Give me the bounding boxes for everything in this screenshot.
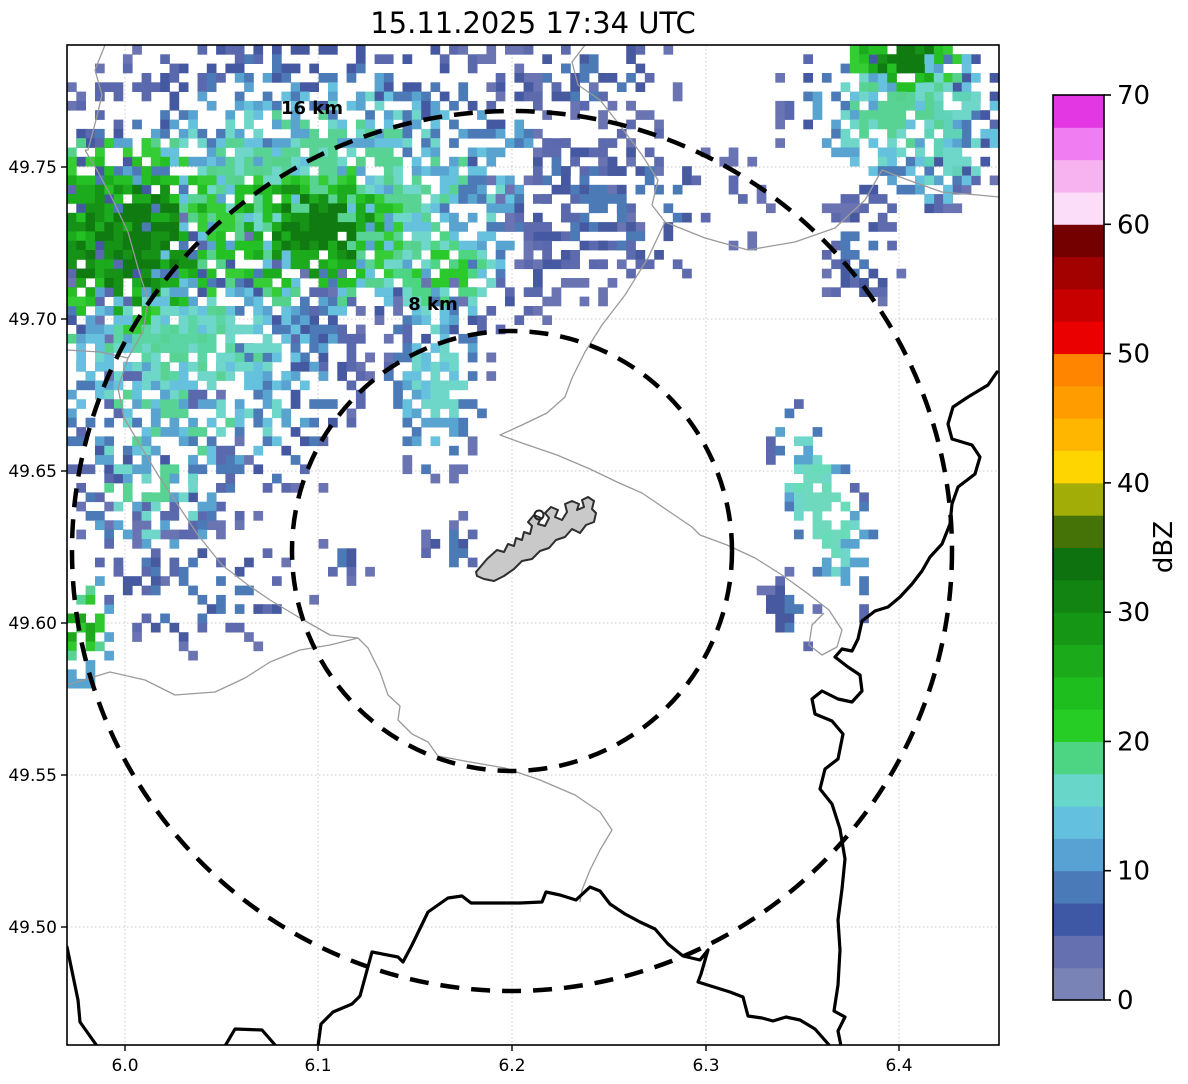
colorbar-band [1053, 967, 1104, 1001]
colorbar-band [1053, 95, 1104, 128]
country-border-line [810, 370, 999, 922]
colorbar-band [1053, 127, 1104, 161]
colorbar-band [1053, 903, 1104, 936]
admin-boundary-line [699, 534, 843, 656]
colorbar-band [1053, 224, 1104, 258]
colorbar-band [1053, 159, 1104, 193]
colorbar-band [1053, 612, 1104, 645]
y-tick-label: 49.75 [8, 158, 57, 178]
colorbar-band [1053, 515, 1104, 548]
colorbar-frame [1052, 94, 1105, 1001]
colorbar-band [1053, 773, 1104, 807]
y-tick-label: 49.65 [8, 462, 57, 482]
axis-tick-labels: 6.0 6.1 6.2 6.3 6.4 49.75 49.70 49.65 49.60 49.55… [8, 158, 912, 1076]
country-border-line [316, 885, 832, 1045]
x-tick-label: 6.3 [692, 1056, 719, 1076]
y-tick-label: 49.55 [8, 766, 57, 786]
colorbar-band [1053, 450, 1104, 484]
colorbar-band [1053, 579, 1104, 613]
colorbar-band [1053, 709, 1104, 742]
colorbar-band [1053, 741, 1104, 775]
colorbar: 0 10 20 30 40 50 60 70 [1052, 81, 1150, 1016]
plot-title: 15.11.2025 17:34 UTC [370, 6, 696, 40]
axis-ticks [61, 166, 900, 1051]
country-border-line [223, 1027, 278, 1045]
colorbar-tick-label: 50 [1117, 340, 1150, 370]
ring-label: 8 km [408, 294, 458, 315]
colorbar-band [1053, 935, 1104, 969]
colorbar-axis-label: dBZ [1149, 521, 1179, 573]
x-tick-label: 6.1 [304, 1056, 331, 1076]
city-polygon [475, 496, 597, 582]
admin-boundaries [67, 45, 999, 903]
city-inner-loop [533, 509, 545, 521]
range-ring [69, 108, 955, 994]
colorbar-tick-label: 70 [1117, 81, 1150, 111]
y-tick-label: 49.70 [8, 310, 57, 330]
colorbar-tick-label: 20 [1117, 727, 1150, 757]
y-tick-label: 49.50 [8, 918, 57, 938]
colorbar-tick-label: 40 [1117, 469, 1150, 499]
admin-boundary-line [67, 637, 613, 903]
colorbar-band [1053, 418, 1104, 452]
country-borders [67, 370, 999, 1045]
admin-boundary-line [85, 45, 106, 151]
colorbar-band [1053, 482, 1104, 516]
colorbar-tick-label: 60 [1117, 210, 1150, 240]
colorbar-band [1053, 644, 1104, 678]
colorbar-tick-label: 30 [1117, 598, 1150, 628]
country-border-line [67, 945, 99, 1045]
admin-boundary-line [571, 45, 999, 251]
admin-boundary-line [499, 221, 701, 536]
colorbar-band [1053, 353, 1104, 387]
colorbar-band [1053, 806, 1104, 839]
plot-frame [66, 44, 1000, 1046]
admin-boundary-line [84, 149, 359, 639]
radar-cells [67, 45, 999, 689]
x-tick-label: 6.0 [111, 1056, 138, 1076]
colorbar-band [1053, 385, 1104, 419]
colorbar-ticks [1104, 94, 1111, 1001]
colorbar-band [1053, 838, 1104, 872]
x-tick-label: 6.4 [885, 1056, 912, 1076]
colorbar-band [1053, 256, 1104, 290]
colorbar-tick-label: 0 [1117, 986, 1134, 1016]
city-area-shape [475, 496, 597, 582]
range-ring [289, 328, 735, 774]
colorbar-band [1053, 870, 1104, 904]
colorbar-band [1053, 676, 1104, 710]
colorbar-band [1053, 288, 1104, 322]
colorbar-tick-labels: 0 10 20 30 40 50 60 70 [1117, 81, 1150, 1016]
x-tick-label: 6.2 [498, 1056, 525, 1076]
colorbar-band [1053, 547, 1104, 581]
colorbar-tick-label: 10 [1117, 857, 1150, 887]
y-tick-label: 49.60 [8, 614, 57, 634]
range-rings: 16 km 8 km [69, 98, 955, 994]
country-border-line [832, 918, 847, 1045]
ring-label: 16 km [281, 98, 343, 119]
colorbar-band [1053, 321, 1104, 355]
colorbar-band [1053, 191, 1104, 225]
colorbar-bands [1053, 95, 1104, 1001]
